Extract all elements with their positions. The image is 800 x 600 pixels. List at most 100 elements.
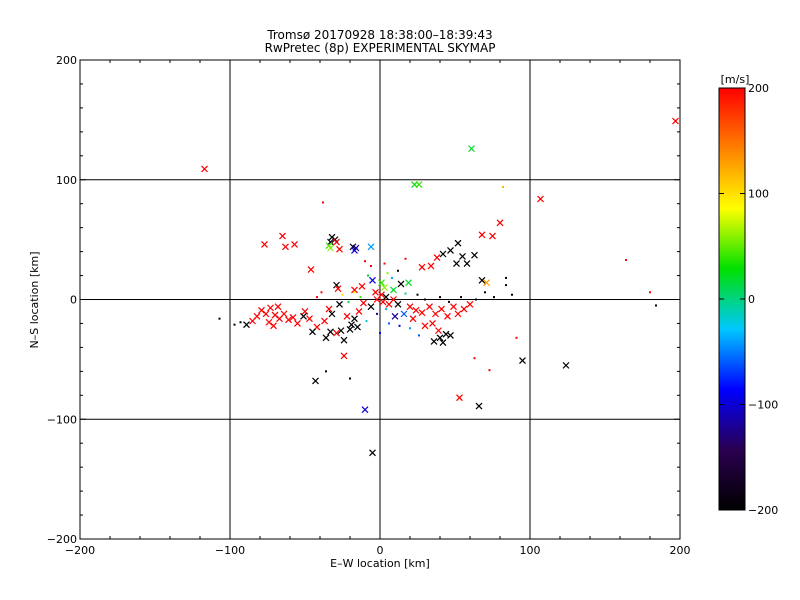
data-point-dot — [367, 274, 369, 277]
data-point-cross — [468, 145, 475, 153]
data-point-cross — [367, 243, 375, 251]
data-point-dot — [484, 291, 486, 294]
data-point-cross — [433, 254, 441, 262]
data-point-cross — [454, 310, 462, 318]
data-point-cross — [496, 219, 504, 227]
data-point-dot — [655, 304, 657, 307]
data-point-cross — [333, 238, 340, 246]
data-point-cross — [333, 329, 340, 337]
data-point-dot — [511, 293, 513, 296]
data-point-cross — [285, 316, 292, 324]
data-point-cross — [453, 260, 460, 267]
data-point-dot — [424, 298, 426, 301]
y-tick-label: 0 — [70, 294, 77, 307]
data-point-cross — [306, 315, 313, 323]
data-point-cross — [400, 310, 408, 318]
data-point-cross — [327, 238, 334, 246]
data-point-cross — [321, 317, 328, 325]
data-point-dot — [416, 293, 419, 296]
y-axis-ticks: −200 −100 0 100 200 — [47, 54, 680, 546]
y-axis-label: N–S location [km] — [28, 251, 41, 348]
data-point-cross — [439, 339, 447, 347]
data-point-cross — [249, 317, 256, 325]
data-point-cross — [279, 232, 286, 240]
data-point-dot — [376, 312, 378, 315]
data-point-cross — [369, 276, 376, 284]
data-point-cross — [454, 239, 462, 247]
data-point-dot — [505, 276, 507, 279]
data-point-dot — [383, 262, 386, 265]
data-point-dot — [218, 317, 221, 320]
data-point-dot — [316, 296, 318, 299]
data-point-cross — [343, 312, 351, 320]
data-point-cross — [483, 279, 490, 287]
data-point-cross — [372, 288, 379, 296]
data-point-cross — [432, 310, 439, 318]
data-point-cross — [261, 240, 268, 248]
data-point-cross — [351, 246, 358, 254]
data-point-cross — [435, 327, 442, 335]
data-point-cross — [328, 310, 336, 318]
data-point-cross — [340, 352, 348, 360]
x-tick-label: 200 — [670, 544, 691, 557]
data-point-cross — [282, 243, 289, 251]
data-point-cross — [436, 334, 444, 342]
data-point-cross — [429, 320, 436, 327]
data-point-dot — [409, 327, 411, 330]
data-point-cross — [294, 320, 301, 327]
data-point-cross — [409, 315, 417, 323]
data-point-cross — [336, 245, 343, 253]
data-point-cross — [394, 300, 402, 308]
colorbar-tick-label: −100 — [748, 399, 778, 412]
data-point-cross — [412, 306, 420, 314]
data-point-cross — [333, 281, 340, 289]
data-point-dot — [391, 276, 393, 279]
data-point-cross — [201, 165, 208, 173]
data-point-cross — [381, 284, 388, 291]
data-point-cross — [369, 449, 376, 457]
data-point-cross — [337, 327, 345, 335]
colorbar-label: [m/s] — [721, 73, 750, 86]
y-tick-label: −100 — [47, 413, 77, 426]
data-point-dot — [439, 296, 441, 299]
data-point-dot — [379, 332, 381, 335]
data-point-dot — [320, 291, 323, 294]
data-point-dot — [418, 334, 420, 337]
data-point-cross — [442, 330, 450, 338]
data-point-cross — [291, 240, 298, 248]
data-point-cross — [471, 251, 478, 259]
data-point-dot — [488, 369, 491, 372]
data-point-cross — [265, 318, 273, 326]
data-point-cross — [327, 328, 334, 336]
chart-subtitle: RwPretec (8p) EXPERIMENTAL SKYMAP — [265, 41, 496, 55]
data-point-cross — [258, 306, 265, 314]
chart-title: Tromsø 20170928 18:38:00–18:39:43 — [266, 28, 492, 42]
data-point-dot — [353, 291, 356, 294]
data-point-cross — [312, 377, 319, 385]
data-point-cross — [450, 303, 457, 311]
data-point-cross — [430, 337, 438, 345]
data-point-cross — [397, 280, 405, 288]
colorbar-tick-label: 200 — [748, 82, 769, 95]
data-point-cross — [300, 312, 307, 320]
data-point-cross — [361, 406, 369, 414]
data-point-dot — [386, 272, 389, 275]
data-point-cross — [351, 315, 358, 323]
data-point-cross — [243, 321, 250, 329]
data-point-cross — [391, 312, 399, 320]
data-point-dot — [475, 298, 477, 301]
data-point-dot — [473, 357, 476, 360]
data-point-dot — [349, 377, 351, 380]
data-point-dot — [397, 269, 399, 272]
data-point-dot — [448, 300, 450, 303]
data-point-dot — [365, 320, 368, 323]
data-point-cross — [382, 293, 390, 301]
data-point-cross — [271, 311, 279, 319]
data-point-dot — [505, 284, 507, 287]
data-point-cross — [421, 322, 429, 330]
data-point-cross — [289, 314, 297, 321]
data-point-cross — [460, 305, 468, 313]
data-point-cross — [322, 334, 330, 342]
data-point-cross — [672, 117, 679, 125]
